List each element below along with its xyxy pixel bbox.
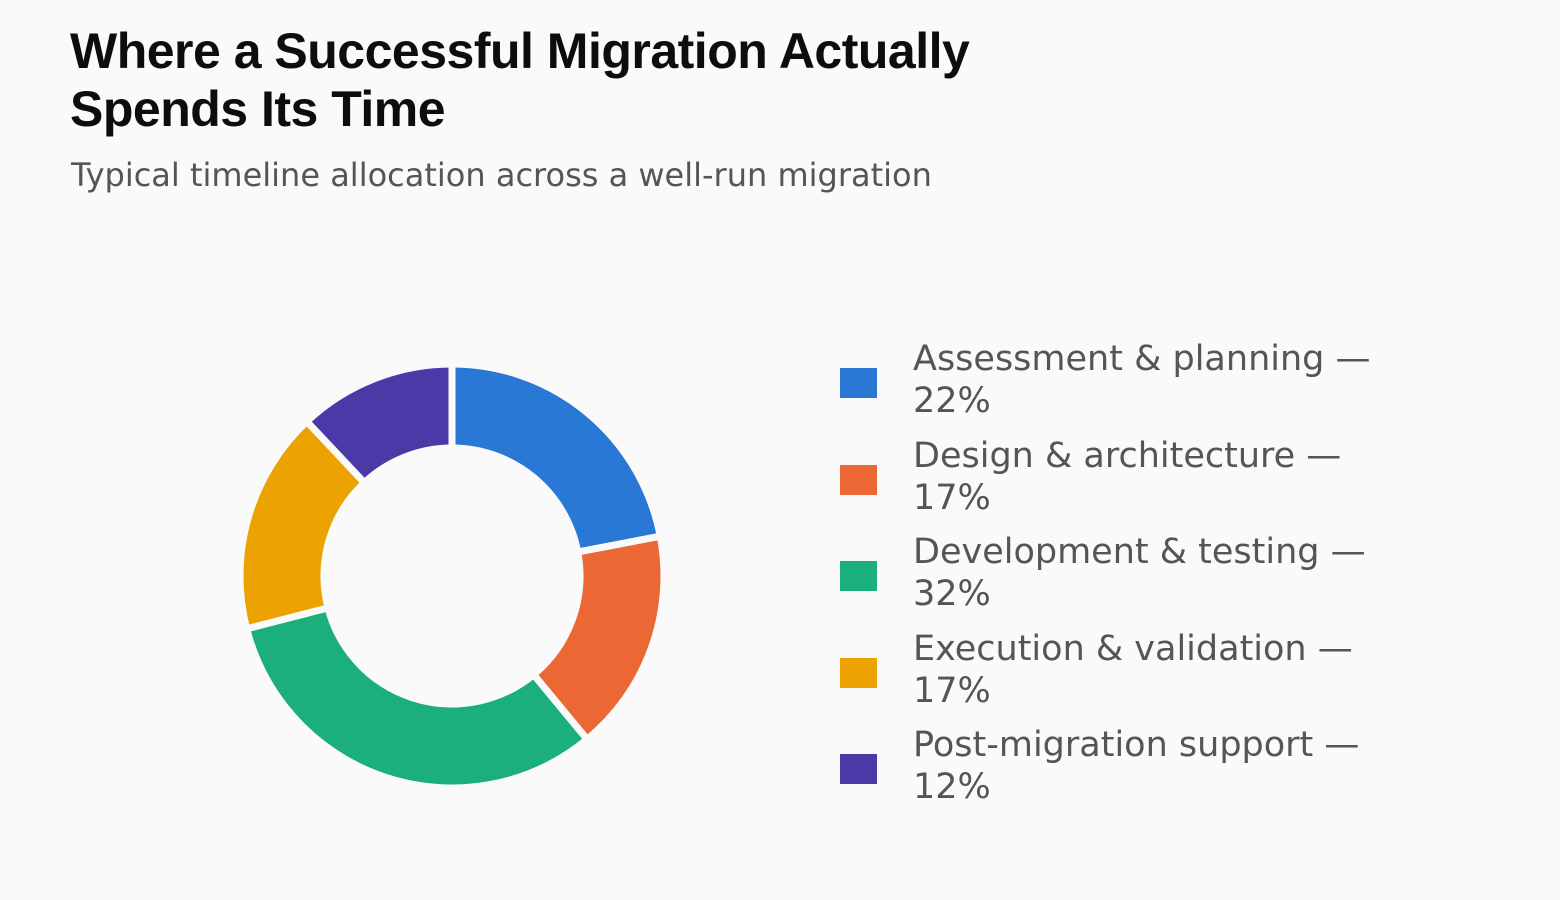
chart-legend: Assessment & planning — 22% Design & arc… <box>840 338 1480 821</box>
legend-swatch-design <box>840 464 877 495</box>
donut-slice-development[interactable] <box>242 603 593 792</box>
legend-label-post-migration: Post-migration support — 12% <box>913 725 1360 807</box>
legend-item-post-migration[interactable]: Post-migration support — 12% <box>840 724 1480 821</box>
legend-swatch-development <box>840 561 877 591</box>
donut-slice-assessment[interactable] <box>448 360 665 557</box>
donut-chart <box>236 360 668 792</box>
legend-label-execution: Execution & validation — 17% <box>913 628 1353 711</box>
legend-label-development: Development & testing — 32% <box>913 532 1366 614</box>
legend-item-assessment[interactable]: Assessment & planning — 22% <box>840 338 1480 435</box>
legend-swatch-assessment <box>840 368 877 398</box>
legend-swatch-execution <box>840 657 877 688</box>
legend-item-development[interactable]: Development & testing — 32% <box>840 531 1480 628</box>
chart-subtitle: Typical timeline allocation across a wel… <box>71 156 932 194</box>
legend-item-design[interactable]: Design & architecture — 17% <box>840 435 1480 532</box>
legend-label-design: Design & architecture — 17% <box>913 435 1342 518</box>
legend-item-execution[interactable]: Execution & validation — 17% <box>840 628 1480 725</box>
donut-slice-post-migration[interactable] <box>301 360 456 488</box>
chart-title: Where a Successful Migration Actually Sp… <box>70 23 970 137</box>
legend-label-assessment: Assessment & planning — 22% <box>913 339 1371 421</box>
legend-swatch-post-migration <box>840 754 877 784</box>
